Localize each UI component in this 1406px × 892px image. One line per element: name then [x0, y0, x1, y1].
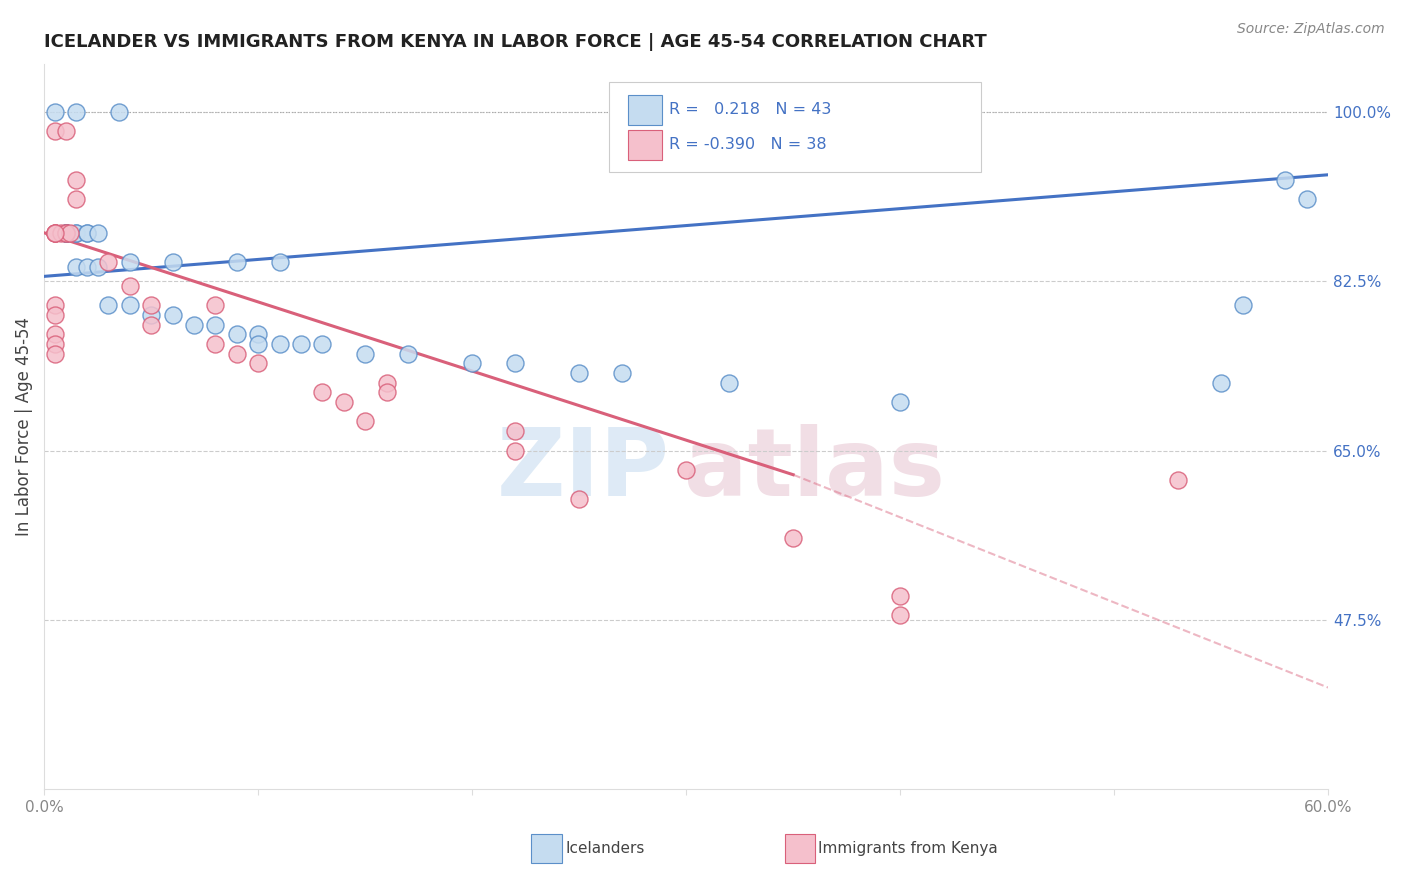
Point [44, 327, 66, 342]
Text: Icelanders: Icelanders [565, 841, 644, 855]
Text: Source: ZipAtlas.com: Source: ZipAtlas.com [1237, 22, 1385, 37]
Point [568, 491, 591, 506]
Point [396, 347, 419, 361]
Point [225, 255, 247, 269]
Point [290, 337, 312, 351]
Text: Immigrants from Kenya: Immigrants from Kenya [818, 841, 998, 855]
Point [55, 226, 77, 240]
Point [118, 298, 141, 312]
Point [889, 589, 911, 603]
Point [44, 226, 66, 240]
Point [204, 298, 226, 312]
Text: ZIP: ZIP [496, 424, 669, 516]
Point [55, 226, 77, 240]
Point [55, 226, 77, 240]
Point [503, 424, 526, 438]
Point [86, 260, 108, 274]
Text: atlas: atlas [685, 424, 945, 516]
Point [76, 226, 98, 240]
Point [55, 124, 77, 138]
Point [44, 337, 66, 351]
Point [889, 607, 911, 622]
Point [55, 226, 77, 240]
Point [332, 395, 354, 409]
Point [44, 124, 66, 138]
Point [44, 226, 66, 240]
Point [354, 415, 377, 429]
Point [204, 318, 226, 332]
Point [610, 366, 633, 380]
Point [247, 356, 270, 370]
Point [225, 347, 247, 361]
Point [183, 318, 205, 332]
Point [1232, 298, 1254, 312]
Point [118, 279, 141, 293]
FancyBboxPatch shape [628, 95, 662, 125]
Point [65, 192, 87, 206]
Point [76, 260, 98, 274]
Point [568, 366, 591, 380]
Point [675, 463, 697, 477]
FancyBboxPatch shape [609, 82, 981, 172]
Point [44, 226, 66, 240]
Point [55, 226, 77, 240]
Point [65, 172, 87, 186]
Point [162, 308, 184, 322]
Point [311, 385, 333, 400]
Point [139, 298, 162, 312]
Point [118, 255, 141, 269]
Point [108, 104, 131, 119]
Point [354, 347, 377, 361]
Point [503, 356, 526, 370]
Point [503, 443, 526, 458]
Text: R =   0.218   N = 43: R = 0.218 N = 43 [669, 102, 832, 117]
Point [86, 226, 108, 240]
Point [247, 327, 270, 342]
FancyBboxPatch shape [628, 129, 662, 160]
Point [311, 337, 333, 351]
Point [269, 337, 291, 351]
Point [44, 104, 66, 119]
Point [1274, 172, 1296, 186]
Point [1211, 376, 1233, 390]
Point [65, 226, 87, 240]
Point [51, 226, 73, 240]
Point [97, 255, 120, 269]
Point [55, 226, 77, 240]
Point [65, 104, 87, 119]
Point [44, 308, 66, 322]
Y-axis label: In Labor Force | Age 45-54: In Labor Force | Age 45-54 [15, 317, 32, 536]
Point [375, 376, 398, 390]
Point [461, 356, 484, 370]
Point [225, 327, 247, 342]
Point [1167, 473, 1189, 487]
Point [204, 337, 226, 351]
Point [76, 226, 98, 240]
Point [162, 255, 184, 269]
Point [65, 226, 87, 240]
Point [139, 318, 162, 332]
Text: ICELANDER VS IMMIGRANTS FROM KENYA IN LABOR FORCE | AGE 45-54 CORRELATION CHART: ICELANDER VS IMMIGRANTS FROM KENYA IN LA… [44, 33, 987, 51]
Point [44, 226, 66, 240]
Point [44, 298, 66, 312]
Text: R = -0.390   N = 38: R = -0.390 N = 38 [669, 136, 827, 152]
Point [97, 298, 120, 312]
Point [59, 226, 82, 240]
Point [375, 385, 398, 400]
Point [247, 337, 270, 351]
Point [44, 347, 66, 361]
Point [139, 308, 162, 322]
Point [65, 260, 87, 274]
Point [1295, 192, 1317, 206]
Point [717, 376, 740, 390]
Point [269, 255, 291, 269]
Point [889, 395, 911, 409]
Point [782, 531, 804, 545]
